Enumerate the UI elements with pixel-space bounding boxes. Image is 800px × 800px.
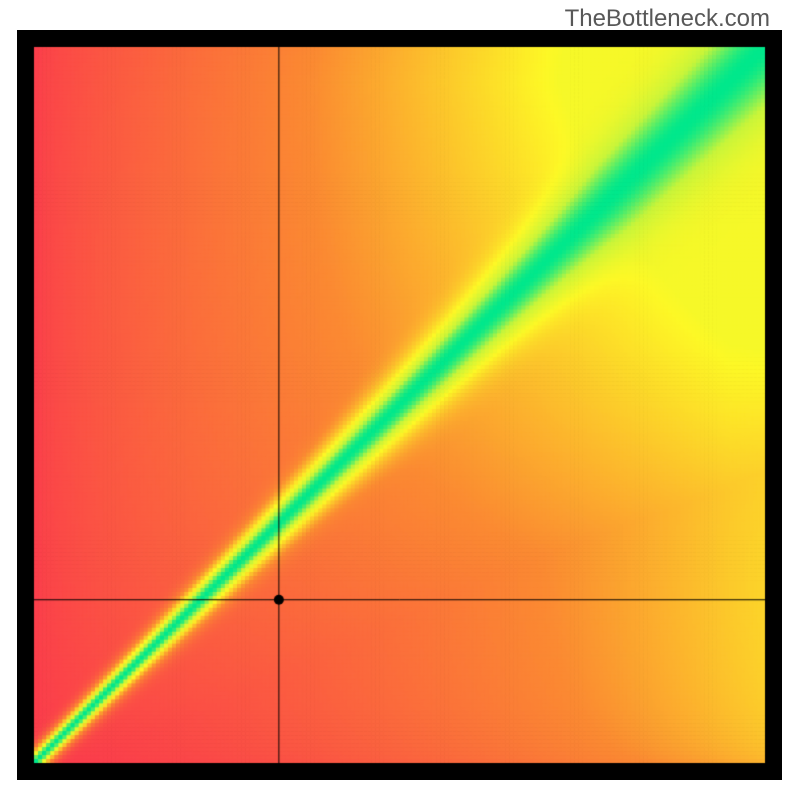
watermark-text: TheBottleneck.com [565, 5, 770, 33]
chart-container: TheBottleneck.com [0, 0, 800, 800]
bottleneck-heatmap [17, 30, 782, 780]
